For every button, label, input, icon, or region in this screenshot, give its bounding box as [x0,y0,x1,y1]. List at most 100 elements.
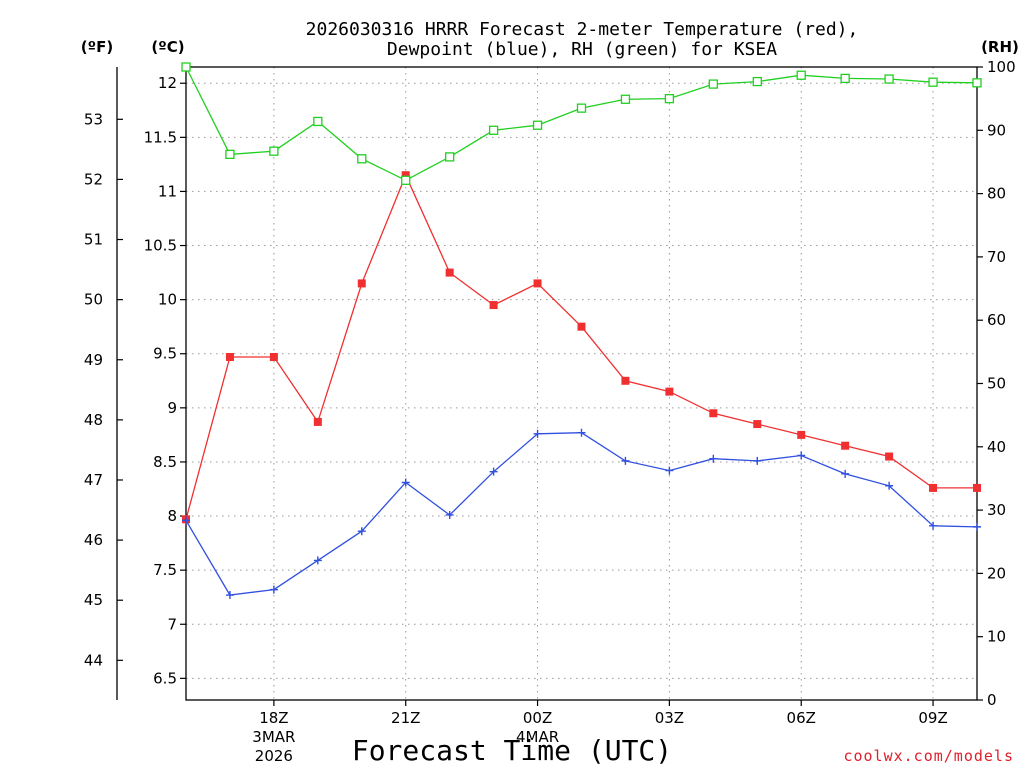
rh-line [185,66,978,182]
temperature-line [185,173,977,520]
dewpoint-point [709,454,718,463]
rh-tick-label: 40 [987,438,1006,456]
dewpoint-point [269,585,278,594]
rh-point [225,149,235,160]
dewpoint-point [225,591,234,600]
dewpoint-point [665,466,674,475]
temperature-point [841,441,850,450]
rh-tick-label: 10 [987,628,1006,646]
plot-frame [185,66,978,701]
temperature-point [533,279,542,288]
temperature-point [357,279,366,288]
celsius-tick-label: 7.5 [153,561,177,579]
x-tick-label: 09Z [918,709,947,727]
chart-title-line2: Dewpoint (blue), RH (green) for KSEA [387,39,777,60]
rh-point [796,70,806,80]
celsius-tick-label: 10 [158,291,177,309]
rh-tick-label: 50 [987,375,1006,393]
dewpoint-point [313,556,322,565]
rh-tick-label: 0 [987,691,997,709]
dewpoint-point [357,527,366,536]
celsius-tick-label: 9 [167,399,177,417]
fahrenheit-tick-label: 51 [84,231,103,249]
temperature-point [621,376,630,385]
temperature-point [577,322,586,331]
rh-point [708,79,718,89]
dewpoint-point [445,510,454,519]
rh-tick-label: 60 [987,311,1006,329]
rh-point [488,125,499,135]
rh-point [664,94,675,104]
rh-tick-label: 100 [987,58,1016,76]
fahrenheit-tick-label: 53 [84,110,103,128]
celsius-tick-label: 11 [158,182,177,200]
celsius-tick-label: 10.5 [144,237,177,255]
temperature-point [665,387,674,396]
rh-point [576,103,587,113]
dewpoint-point [182,516,190,525]
fahrenheit-axis: 44 45 46 47 48 49 50 51 52 53 [84,110,123,669]
chart-title-line1: 2026030316 HRRR Forecast 2-meter Tempera… [306,19,859,40]
celsius-tick-label: 8 [167,507,177,525]
dewpoint-point [973,522,981,531]
fahrenheit-tick-label: 48 [84,411,103,429]
temperature-point [885,452,894,461]
temperature-point [709,409,718,418]
celsius-tick-label: 8.5 [153,453,177,471]
x-tick-label: 18Z [259,709,288,727]
temperature-point [797,430,806,439]
fahrenheit-tick-label: 44 [84,651,103,669]
fahrenheit-tick-label: 46 [84,531,103,549]
temperature-point [225,352,234,361]
dewpoint-point [885,481,894,490]
rh-tick-label: 20 [987,564,1006,582]
x-tick-label: 03Z [655,709,684,727]
dewpoint-point [401,478,410,487]
dewpoint-point [797,451,806,460]
temperature-point [269,352,278,361]
dewpoint-line [185,432,978,596]
celsius-tick-label: 12 [158,74,177,92]
dewpoint-point [489,467,498,476]
dewpoint-point [929,521,938,530]
temperature-point [401,171,410,180]
fahrenheit-tick-label: 52 [84,170,103,188]
x-tick-label: 00Z [523,709,552,727]
rh-point [840,73,850,84]
rh-tick-label: 90 [987,121,1006,139]
dewpoint-point [841,469,850,478]
dewpoint-point [533,429,542,438]
dewpoint-point [753,456,762,465]
rh-point [532,120,543,130]
temperature-point [753,420,762,429]
dewpoint-point [577,428,586,437]
rh-axis: 0 10 20 30 40 50 60 70 80 90 100 [977,58,1016,709]
temperature-point [445,268,454,277]
celsius-tick-label: 7 [167,615,177,633]
rh-point [269,146,279,156]
temperature-point [929,483,938,492]
series [181,62,982,600]
rh-point [972,78,982,88]
celsius-tick-label: 9.5 [153,345,177,363]
rh-point [401,175,411,185]
temperature-point [489,301,498,310]
watermark: coolwx.com/models [843,747,1014,765]
celsius-axis: 6.5 7 7.5 8 8.5 9 9.5 10 10.5 11 11.5 12 [144,74,186,687]
x-tick-label: 06Z [787,709,816,727]
dewpoint-point [621,456,630,465]
temperature-point [313,417,322,426]
x-tick-year-label: 2026 [255,747,293,765]
fahrenheit-unit-label: (ºF) [81,38,113,56]
celsius-tick-label: 6.5 [153,669,177,687]
rh-unit-label: (RH) [981,38,1019,56]
rh-point [928,77,938,87]
rh-point [752,76,762,87]
x-tick-label: 21Z [391,709,420,727]
x-axis-label: Forecast Time (UTC) [352,734,672,767]
rh-tick-label: 80 [987,185,1006,203]
fahrenheit-tick-label: 45 [84,591,103,609]
rh-point [357,154,367,164]
rh-point [884,74,894,84]
